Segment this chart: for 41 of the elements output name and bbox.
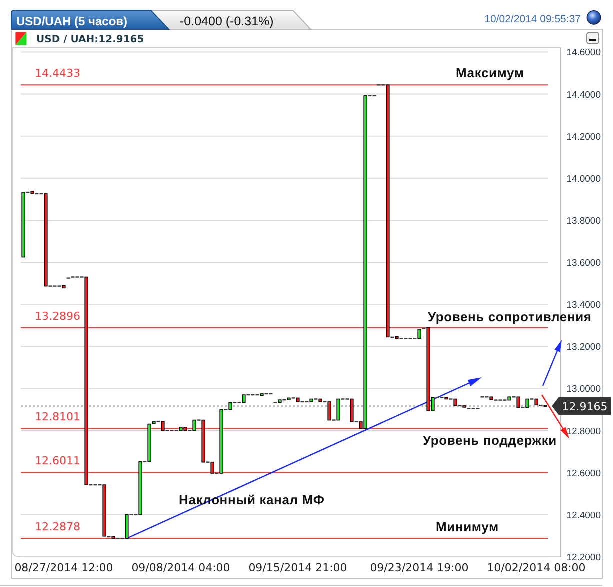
y-tick-label: 13.8000 [566, 216, 601, 227]
candlestick [350, 398, 354, 422]
annotation: Уровень сопротивления [428, 309, 592, 324]
text: 10/02/2014 09:55:37 [484, 14, 582, 26]
annotation: Уровень поддержки [423, 433, 557, 448]
x-tick-label: 10/02/2014 08:00 [487, 562, 586, 574]
y-tick-label: 13.0000 [566, 384, 601, 396]
y-tick-label: 13.4000 [566, 300, 601, 312]
candlestick [210, 462, 214, 474]
ref-line-label: 12.6011 [35, 454, 80, 468]
ref-line-label: 12.9165 [562, 400, 608, 414]
candlestick [336, 398, 340, 421]
candlestick [516, 396, 520, 408]
ref-line-label: 12.8101 [35, 410, 80, 424]
y-tick-label: 12.6000 [566, 468, 601, 480]
ref-line-label: 14.4433 [35, 67, 80, 80]
y-tick-label: 13.2000 [566, 342, 601, 354]
candlestick [125, 514, 129, 539]
candlestick [328, 402, 332, 421]
text: -0.0400 (-0.31%) [180, 14, 274, 28]
ref-line-label: 13.2896 [35, 310, 80, 323]
x-tick-label: 09/15/2014 21:00 [248, 562, 348, 574]
candlestick [418, 329, 422, 340]
ref-line-label: 12.2878 [35, 520, 80, 534]
candlestick [161, 421, 165, 432]
chart-title: USD/UAH (5 часов) [16, 14, 128, 28]
y-tick-label: 12.4000 [566, 510, 601, 522]
y-tick-label: 14.2000 [566, 132, 601, 143]
y-tick-label: 14.4000 [566, 90, 601, 101]
annotation: Максимум [456, 66, 524, 81]
x-tick-label: 09/08/2014 04:00 [132, 562, 230, 574]
x-tick-label: 09/23/2014 19:00 [370, 562, 469, 574]
y-tick-label: 13.6000 [566, 258, 601, 270]
annotation: Минимум [436, 520, 499, 535]
candlestick [192, 420, 196, 432]
x-tick-label: 08/27/2014 12:00 [14, 562, 114, 574]
y-tick-label: 14.0000 [566, 174, 601, 185]
y-tick-label: 12.8000 [566, 426, 601, 438]
chart-subtitle: USD / UAH:12.9165 [36, 34, 144, 46]
y-tick-label: 12.2000 [566, 552, 601, 564]
y-tick-label: 14.6000 [566, 48, 601, 59]
